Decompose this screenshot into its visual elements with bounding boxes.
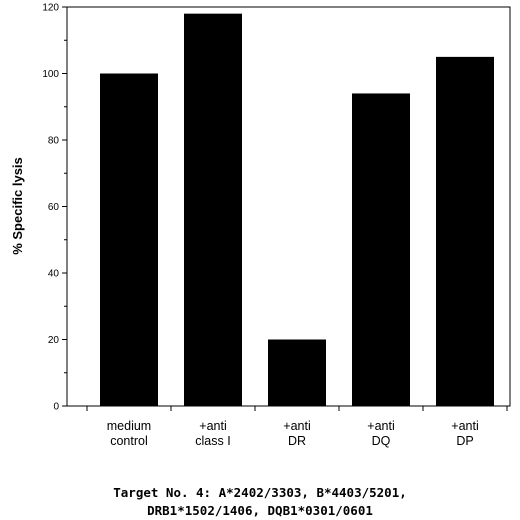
y-tick-label: 100	[42, 69, 59, 80]
x-category-label: +anti	[367, 419, 394, 433]
chart-bars	[100, 13, 494, 407]
x-category-label: medium	[107, 419, 151, 433]
y-axis-title: % Specific lysis	[10, 157, 25, 255]
bar	[100, 73, 158, 406]
bar	[268, 339, 326, 406]
caption-line-2: DRB1*1502/1406, DQB1*0301/0601	[147, 503, 373, 518]
x-category-label: +anti	[451, 419, 478, 433]
y-tick-label: 20	[48, 335, 60, 346]
x-category-label: DQ	[372, 434, 391, 448]
y-axis-ticks: 0 20 40 60 80 100 120	[42, 3, 67, 413]
y-tick-label: 60	[48, 202, 60, 213]
y-tick-label: 0	[53, 402, 59, 413]
caption-line-1: Target No. 4: A*2402/3303, B*4403/5201,	[113, 485, 407, 500]
x-category-label: DP	[456, 434, 473, 448]
x-category-label: DR	[288, 434, 306, 448]
x-category-label: class I	[195, 434, 230, 448]
bar	[184, 13, 242, 407]
y-tick-label: 80	[48, 136, 60, 147]
bar	[436, 56, 494, 406]
y-tick-label: 120	[42, 3, 59, 14]
x-category-label: control	[110, 434, 148, 448]
x-category-label: +anti	[199, 419, 226, 433]
x-category-label: +anti	[283, 419, 310, 433]
y-tick-label: 40	[48, 269, 60, 280]
bar	[352, 93, 410, 406]
